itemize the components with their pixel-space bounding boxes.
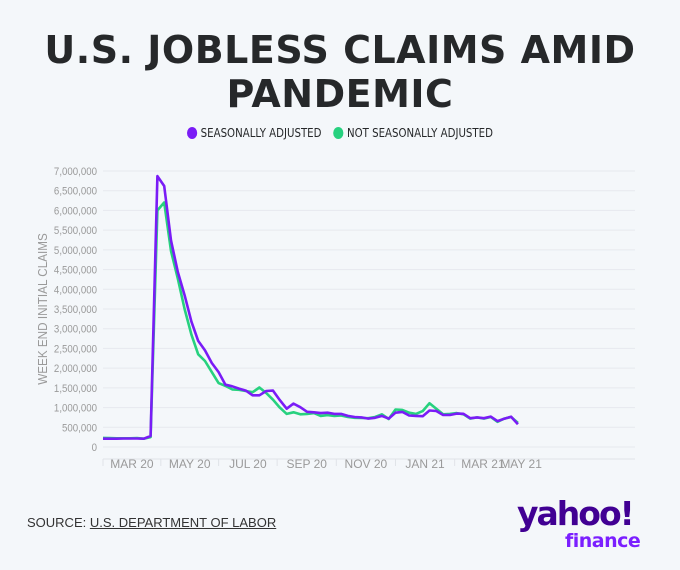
source-label: SOURCE: <box>27 515 87 530</box>
y-tick-label: 0 <box>92 443 98 455</box>
line-chart: 0 500,000 1,000,000 1,500,000 2,000,000 2,500… <box>35 167 635 471</box>
legend-item-seasonally-adjusted[interactable]: SEASONALLY ADJUSTED <box>187 126 321 140</box>
series-line-not-seasonally-adjusted[interactable] <box>102 201 519 441</box>
legend: SEASONALLY ADJUSTED NOT SEASONALLY ADJUS… <box>51 126 629 140</box>
logo-yahoo-text: yahoo! <box>517 494 633 533</box>
y-tick-label: 2,000,000 <box>54 364 97 376</box>
x-tick-label: MAY 21 <box>500 457 542 471</box>
y-tick-label: 2,500,000 <box>54 344 97 356</box>
x-tick-label: MAY 20 <box>169 457 211 471</box>
y-tick-label: 7,000,000 <box>54 167 97 179</box>
legend-label: NOT SEASONALLY ADJUSTED <box>346 126 493 140</box>
y-axis-label: WEEK END INITIAL CLAIMS <box>35 233 50 385</box>
y-tick-label: 1,500,000 <box>54 383 97 395</box>
legend-swatch-purple <box>187 127 198 139</box>
y-tick-label: 5,500,000 <box>54 226 97 238</box>
source-note: SOURCE: U.S. DEPARTMENT OF LABOR <box>27 515 276 530</box>
x-tick-label: MAR 21 <box>461 457 505 471</box>
y-tick-label: 3,500,000 <box>54 305 97 317</box>
y-tick-label: 4,500,000 <box>54 265 97 277</box>
y-tick-label: 500,000 <box>62 423 97 435</box>
chart-title: U.S. JOBLESS CLAIMS AMID PANDEMIC <box>44 28 636 116</box>
legend-label: SEASONALLY ADJUSTED <box>200 126 322 140</box>
series-line-seasonally-adjusted[interactable] <box>103 174 519 441</box>
source-link[interactable]: U.S. DEPARTMENT OF LABOR <box>89 515 277 530</box>
x-tick-label: NOV 20 <box>345 457 388 471</box>
y-tick-label: 4,000,000 <box>54 285 97 297</box>
logo-finance-text: finance <box>565 530 640 552</box>
x-tick-label: JUL 20 <box>229 457 267 471</box>
x-tick-label: JAN 21 <box>405 457 445 471</box>
x-tick-label: SEP 20 <box>286 457 327 471</box>
legend-item-not-seasonally-adjusted[interactable]: NOT SEASONALLY ADJUSTED <box>333 126 493 140</box>
x-tick-label: MAR 20 <box>110 457 154 471</box>
yahoo-finance-logo: yahoo! finance <box>517 494 641 552</box>
y-tick-label: 3,000,000 <box>54 324 97 336</box>
y-tick-label: 5,000,000 <box>54 245 97 257</box>
y-tick-label: 1,000,000 <box>54 403 97 415</box>
y-tick-label: 6,000,000 <box>54 206 97 218</box>
legend-swatch-green <box>333 127 344 139</box>
y-tick-label: 6,500,000 <box>54 186 97 198</box>
